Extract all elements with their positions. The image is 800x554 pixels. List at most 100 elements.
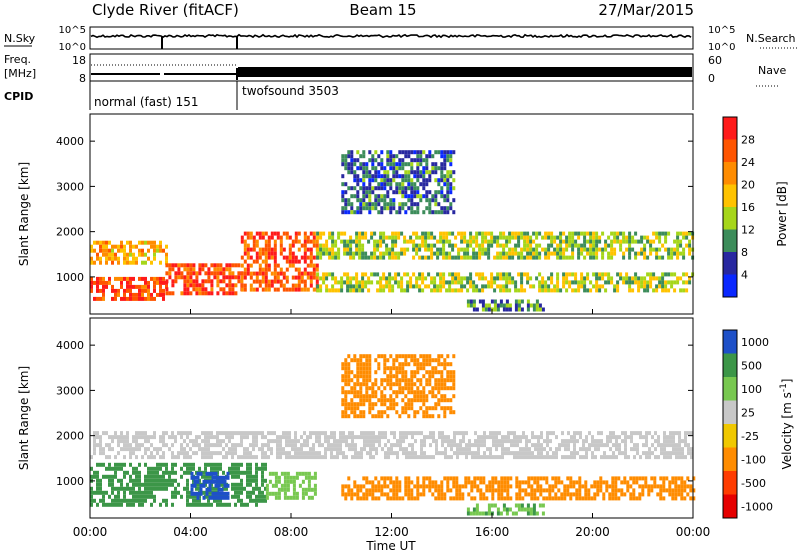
data-cell [388,272,392,277]
data-cell [105,252,108,257]
data-cell [96,502,99,507]
data-cell [205,491,209,496]
data-cell [388,235,392,240]
data-cell [454,272,458,277]
data-cell [318,451,321,456]
data-cell [536,484,540,489]
data-cell [509,484,513,489]
data-cell [688,251,692,256]
data-cell [202,479,206,484]
data-cell [437,398,441,403]
data-cell [541,235,545,240]
data-cell [441,439,444,444]
data-cell [370,251,374,256]
data-cell [395,210,399,215]
data-cell [416,174,420,179]
data-cell [356,488,360,493]
data-cell [324,455,327,460]
data-cell [634,251,638,256]
data-cell [628,284,632,289]
colorbar-tick-label: 24 [741,156,755,169]
data-cell [416,150,420,155]
data-cell [413,484,417,489]
data-cell [120,498,123,503]
data-cell [397,235,401,240]
data-cell [676,243,680,248]
data-cell [658,235,662,240]
data-cell [180,275,184,280]
data-cell [368,158,372,163]
data-cell [632,496,636,501]
velocity-colorbar-label-main: Velocity [m s [780,392,794,469]
data-cell [261,498,264,503]
data-cell [539,492,543,497]
data-cell [443,382,447,387]
data-cell [159,260,162,265]
data-cell [271,483,275,488]
data-cell [138,296,141,301]
data-cell [316,255,320,260]
data-cell [565,272,569,277]
data-cell [365,378,369,383]
data-cell [589,288,593,293]
data-cell [580,276,584,281]
data-cell [343,231,347,236]
data-cell [646,280,650,285]
data-cell [303,439,306,444]
data-cell [496,511,500,516]
data-cell [514,247,518,252]
data-cell [349,255,353,260]
data-cell [437,402,441,407]
data-cell [638,492,642,497]
data-cell [452,386,456,391]
data-cell [286,475,290,480]
data-cell [612,443,615,448]
data-cell [422,410,426,415]
data-cell [463,235,467,240]
data-cell [628,288,632,293]
data-cell [532,511,536,516]
data-cell [622,280,626,285]
data-cell [443,150,447,155]
data-cell [544,284,548,289]
data-cell [419,162,423,167]
data-cell [529,251,533,256]
data-cell [436,247,440,252]
data-cell [365,358,369,363]
data-cell [294,231,298,236]
data-cell [325,288,329,293]
data-cell [449,410,453,415]
data-cell [437,390,441,395]
data-cell [529,255,533,260]
data-cell [240,435,243,440]
data-cell [356,394,360,399]
data-cell [359,390,363,395]
data-cell [243,247,247,252]
data-cell [553,288,557,293]
data-cell [117,248,120,253]
data-cell [667,251,671,256]
data-cell [443,194,447,199]
data-cell [389,402,393,407]
data-cell [427,255,431,260]
data-cell [630,447,633,452]
data-cell [416,480,420,485]
data-cell [468,443,471,448]
data-cell [111,288,114,293]
data-cell [303,267,307,272]
data-cell [114,296,117,301]
data-cell [460,231,464,236]
data-cell [371,492,375,497]
data-cell [511,235,515,240]
time-x-ticks: 00:00 04:00 08:00 12:00 16:00 20:00 00:00 [73,309,710,539]
data-cell [319,284,323,289]
data-cell [410,386,414,391]
data-cell [285,439,288,444]
data-cell [208,479,212,484]
data-cell [273,439,276,444]
data-cell [126,443,129,448]
data-cell [347,202,351,207]
data-cell [315,439,318,444]
data-cell [383,178,387,183]
